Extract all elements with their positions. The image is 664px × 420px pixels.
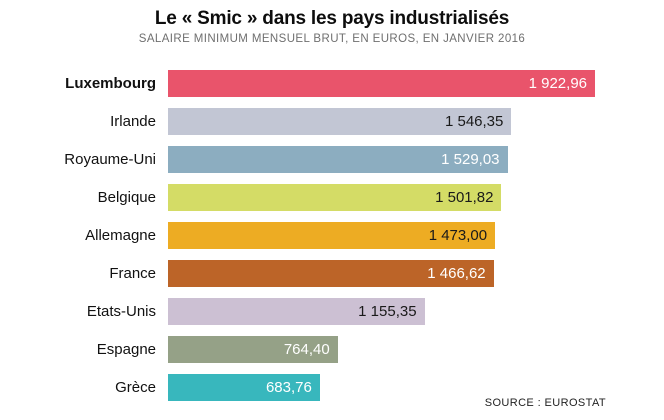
bar-value-label: 683,76 [265,379,312,396]
bar-track: 1 529,03 [168,146,595,173]
category-label: Espagne [96,341,156,358]
category-label: Etats-Unis [86,303,156,320]
bar-track: 764,40 [168,336,595,363]
category-label: Luxembourg [65,75,156,92]
bar-track: 683,76 [168,374,595,401]
bar-value-label: 1 473,00 [428,227,488,244]
bar: 1 155,35 [168,298,425,325]
category-label: France [109,265,156,282]
bar-value-label: 1 922,96 [528,75,587,92]
bar-track: 1 546,35 [168,108,595,135]
source-note: SOURCE : EUROSTAT [484,397,606,409]
bar: 683,76 [168,374,320,401]
category-label: Grèce [115,379,156,396]
bar: 1 546,35 [168,108,512,135]
bar-row: France 1 466,62 [0,260,664,287]
bar-value-label: 1 466,62 [427,265,486,282]
bar-chart-plot-area: Luxembourg 1 922,96 Irlande 1 546,35 Royaume… [0,70,664,412]
bar: 1 529,03 [168,146,508,173]
bar-track: 1 155,35 [168,298,595,325]
bar-row: Belgique 1 501,82 [0,184,664,211]
chart-title: Le « Smic » dans les pays industrialisés [154,8,510,29]
bar-value-label: 1 546,35 [444,113,504,130]
bar: 1 501,82 [168,184,502,211]
bar-row: Allemagne 1 473,00 [0,222,664,249]
bar-row: Luxembourg 1 922,96 [0,70,664,97]
bar-track: 1 922,96 [168,70,595,97]
bar-row: Grèce 683,76 [0,374,664,401]
bar: 1 466,62 [168,260,494,287]
bar-row: Etats-Unis 1 155,35 [0,298,664,325]
bar-track: 1 473,00 [168,222,595,249]
chart-subtitle: SALAIRE MINIMUM MENSUEL BRUT, EN EUROS, … [138,33,526,45]
bar-value-label: 1 155,35 [358,303,417,320]
bar-row: Royaume-Uni 1 529,03 [0,146,664,173]
category-label: Irlande [110,113,156,130]
category-label: Belgique [97,189,156,206]
bar: 1 922,96 [168,70,595,97]
category-label: Royaume-Uni [64,151,156,168]
bar-track: 1 501,82 [168,184,595,211]
bar-track: 1 466,62 [168,260,595,287]
bar: 764,40 [168,336,338,363]
category-label: Allemagne [85,227,156,244]
bar-value-label: 1 529,03 [441,151,500,168]
bar-row: Espagne 764,40 [0,336,664,363]
bar-value-label: 764,40 [283,341,330,358]
bar-row: Irlande 1 546,35 [0,108,664,135]
bar: 1 473,00 [168,222,496,249]
bar-value-label: 1 501,82 [435,189,494,206]
